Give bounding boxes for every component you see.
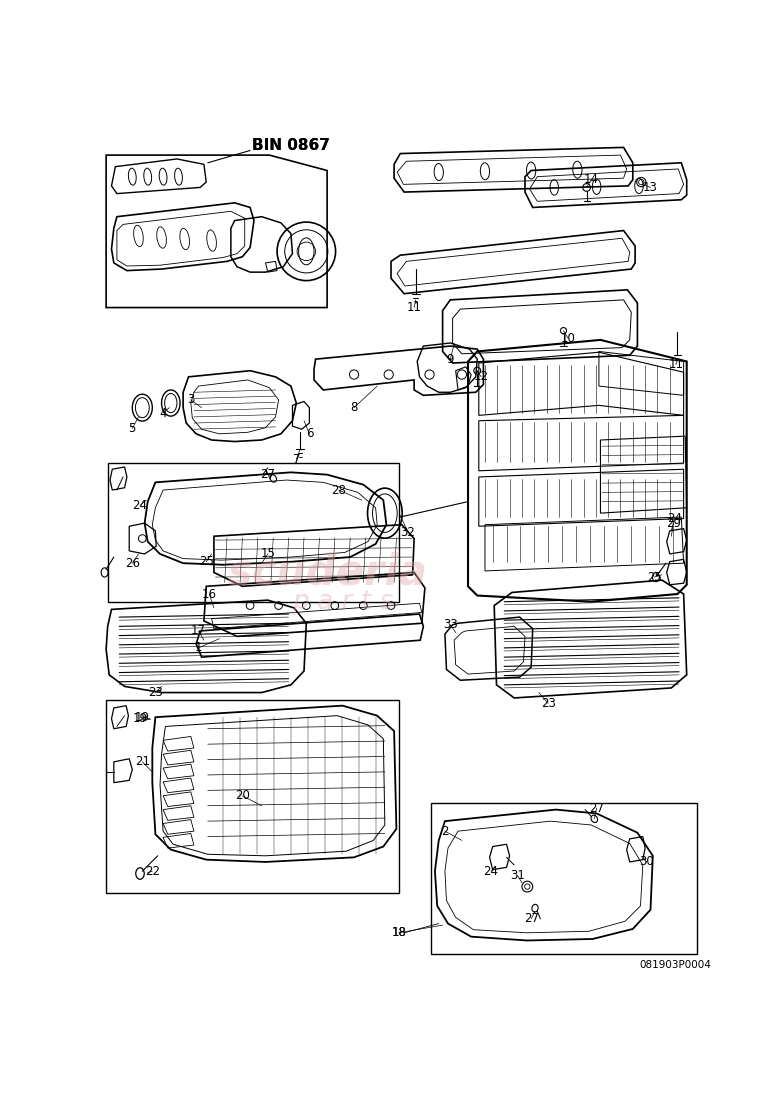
Text: 28: 28 [331, 484, 346, 496]
Text: 20: 20 [235, 789, 250, 802]
Text: 10: 10 [561, 332, 575, 345]
Text: 15: 15 [260, 548, 275, 561]
Text: 21: 21 [135, 756, 150, 769]
Text: 17: 17 [191, 625, 206, 638]
Text: 081903P0004: 081903P0004 [639, 960, 711, 970]
Text: p a r t s: p a r t s [292, 588, 394, 615]
Text: 8: 8 [350, 402, 358, 415]
Text: 18: 18 [391, 926, 406, 939]
Text: 26: 26 [125, 557, 140, 570]
Text: 27: 27 [524, 912, 539, 925]
Text: 24: 24 [132, 499, 147, 512]
Text: 13: 13 [643, 180, 658, 194]
Text: 7: 7 [292, 453, 300, 465]
Text: 2: 2 [441, 825, 448, 838]
Text: 33: 33 [443, 618, 458, 631]
Text: 9: 9 [447, 353, 454, 365]
Text: scuderia: scuderia [227, 551, 427, 593]
Text: 30: 30 [639, 856, 654, 869]
Text: 24: 24 [484, 865, 499, 878]
Text: 24: 24 [667, 512, 682, 525]
Text: 11: 11 [669, 358, 684, 371]
Text: 11: 11 [407, 301, 422, 315]
Text: 19: 19 [135, 711, 150, 724]
Text: 3: 3 [187, 394, 194, 407]
Text: 31: 31 [510, 869, 524, 881]
Text: 5: 5 [129, 422, 136, 435]
Text: 4: 4 [159, 407, 167, 419]
Text: BIN 0867: BIN 0867 [252, 139, 330, 153]
Text: 22: 22 [145, 865, 160, 878]
Text: 25: 25 [199, 556, 214, 569]
Text: BIN 0867: BIN 0867 [252, 139, 330, 153]
Text: 27: 27 [589, 802, 604, 815]
Text: 25: 25 [647, 571, 662, 584]
Text: 12: 12 [474, 371, 488, 384]
Text: 29: 29 [666, 517, 681, 530]
Text: 32: 32 [401, 526, 416, 539]
Text: 23: 23 [541, 696, 556, 710]
Text: 23: 23 [148, 686, 163, 700]
Text: 6: 6 [306, 427, 313, 440]
Text: 14: 14 [584, 173, 599, 186]
Text: 18: 18 [391, 926, 406, 939]
Text: 19: 19 [132, 712, 147, 725]
Text: 1: 1 [194, 641, 202, 654]
Text: 16: 16 [201, 587, 217, 601]
Text: 27: 27 [260, 469, 275, 481]
